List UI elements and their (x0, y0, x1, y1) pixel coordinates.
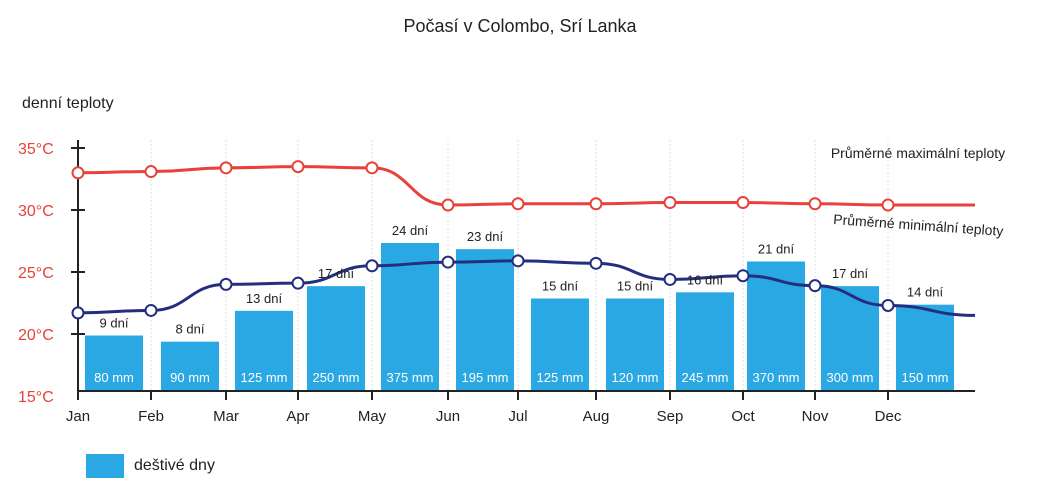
max-temp-point (881, 198, 895, 212)
legend-swatch-rainy-days (86, 454, 124, 478)
rainy-days-label: 8 dní (176, 322, 205, 337)
max-temp-point (736, 196, 750, 210)
x-tick-label: Mar (213, 408, 239, 425)
max-temp-point (219, 161, 233, 175)
rainfall-label: 120 mm (612, 370, 659, 385)
min-temp-point (881, 298, 895, 312)
rainfall-label: 300 mm (827, 370, 874, 385)
x-tick-label: Jul (508, 408, 527, 425)
rain-bar (307, 286, 365, 391)
min-temp-point (441, 255, 455, 269)
max-temp-point (589, 197, 603, 211)
rainy-days-label: 17 dní (318, 266, 355, 281)
min-temp-point (589, 256, 603, 270)
max-temp-point (365, 161, 379, 175)
x-tick-label: Dec (875, 408, 902, 425)
x-tick-label: Nov (802, 408, 829, 425)
legend: deštivé dny (86, 453, 215, 479)
min-temp-point (365, 259, 379, 273)
min-temp-point (663, 272, 677, 286)
max-temp-point (663, 196, 677, 210)
rainfall-label: 375 mm (387, 370, 434, 385)
y-tick-label: 25°C (18, 265, 54, 282)
rain-bar (531, 298, 589, 391)
legend-label-rainy-days: deštivé dny (134, 457, 215, 474)
grid-lines (150, 140, 889, 391)
x-tick-label: Apr (286, 408, 309, 425)
x-tick-label: Aug (583, 408, 610, 425)
rainfall-label: 150 mm (902, 370, 949, 385)
rainfall-label: 195 mm (462, 370, 509, 385)
rain-bar (381, 243, 439, 391)
rainfall-label: 370 mm (753, 370, 800, 385)
rainy-days-label: 15 dní (542, 279, 579, 294)
min-temp-series-label: Průměrné minimální teploty (833, 211, 1004, 239)
rain-bar (896, 304, 954, 391)
min-temp-point (144, 303, 158, 317)
rainy-days-label: 15 dní (617, 279, 654, 294)
y-tick-label: 15°C (18, 389, 54, 406)
min-temp-point (71, 306, 85, 320)
min-temp-point (291, 276, 305, 290)
y-tick-label: 30°C (18, 203, 54, 220)
rainy-days-label: 13 dní (246, 291, 283, 306)
rainy-days-bars (85, 243, 954, 391)
x-tick-label: Jun (436, 408, 460, 425)
axes (71, 140, 975, 400)
max-temp-point (511, 197, 525, 211)
max-temp-point (291, 160, 305, 174)
max-temp-series-label: Průměrné maximální teploty (831, 145, 1005, 161)
max-temp-point (71, 166, 85, 180)
temperature-lines (71, 160, 976, 320)
rain-bar (606, 298, 664, 391)
chart-title: Počasí v Colombo, Srí Lanka (403, 16, 637, 36)
rain-bar (161, 341, 219, 391)
y-tick-label: 20°C (18, 327, 54, 344)
max-temp-point (144, 165, 158, 179)
x-tick-label: Feb (138, 408, 164, 425)
min-temp-point (219, 277, 233, 291)
y-tick-label: 35°C (18, 141, 54, 158)
rain-bar (676, 292, 734, 391)
max-temp-point (808, 197, 822, 211)
rainy-days-label: 24 dní (392, 223, 429, 238)
rain-bar (456, 249, 514, 391)
x-tick-label: Jan (66, 408, 90, 425)
rainy-days-label: 21 dní (758, 242, 795, 257)
rainy-days-label: 16 dní (687, 272, 724, 287)
rainy-days-label: 14 dní (907, 285, 944, 300)
rainfall-label: 90 mm (170, 370, 210, 385)
min-temp-point (511, 254, 525, 268)
min-temp-point (736, 269, 750, 283)
x-tick-label: Oct (731, 408, 755, 425)
x-tick-label: May (358, 408, 387, 425)
rainfall-label: 80 mm (94, 370, 134, 385)
rainfall-label: 245 mm (682, 370, 729, 385)
rain-bar (85, 335, 143, 391)
rainfall-label: 125 mm (241, 370, 288, 385)
rain-bar (235, 310, 293, 391)
rainfall-label: 125 mm (537, 370, 584, 385)
x-tick-label: Sep (657, 408, 684, 425)
y-axis-label: denní teploty (22, 95, 114, 112)
max-temp-line (77, 165, 975, 207)
rainy-days-label: 9 dní (100, 316, 129, 331)
rainfall-label: 250 mm (313, 370, 360, 385)
max-temp-point (441, 198, 455, 212)
rainy-days-label: 23 dní (467, 229, 504, 244)
min-temp-point (808, 279, 822, 293)
rainy-days-label: 17 dní (832, 266, 869, 281)
